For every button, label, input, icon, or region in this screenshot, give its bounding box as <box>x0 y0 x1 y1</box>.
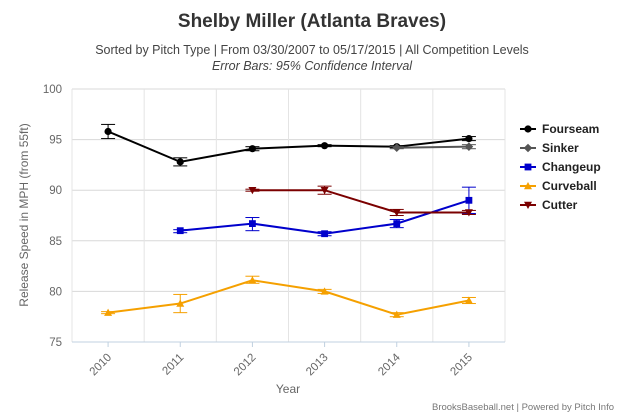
credit-text[interactable]: BrooksBaseball.net | Powered by Pitch In… <box>432 402 614 413</box>
x-tick-label: 2010 <box>88 352 115 379</box>
legend-swatch-marker <box>524 201 532 209</box>
y-axis-title: Release Speed in MPH (from 55ft) <box>17 123 31 306</box>
legend-label: Cutter <box>542 198 578 212</box>
data-point[interactable] <box>320 142 329 150</box>
legend-swatch-marker <box>524 163 532 171</box>
series-line <box>107 279 470 316</box>
data-point[interactable] <box>248 145 257 153</box>
grid-layer <box>71 88 506 343</box>
series-sinker <box>389 142 476 152</box>
y-tick-label: 90 <box>49 185 62 197</box>
data-point[interactable] <box>248 187 257 195</box>
series-line <box>252 189 469 214</box>
chart-subtitle-error-bars: Error Bars: 95% Confidence Interval <box>212 59 413 73</box>
series-line <box>396 145 469 149</box>
data-point[interactable] <box>321 230 328 238</box>
data-point[interactable] <box>465 196 473 204</box>
series-line <box>107 130 470 163</box>
series-changeup <box>173 186 476 238</box>
legend-label: Sinker <box>542 141 579 155</box>
series-curveball <box>101 275 476 318</box>
chart-title: Shelby Miller (Atlanta Braves) <box>178 11 446 32</box>
legend-item-curveball[interactable]: Curveball <box>520 179 597 193</box>
legend-item-changeup[interactable]: Changeup <box>520 160 601 174</box>
data-point[interactable] <box>104 127 112 136</box>
data-point[interactable] <box>176 158 184 166</box>
legend-label: Changeup <box>542 160 601 174</box>
x-tick-label: 2015 <box>448 352 475 379</box>
y-tick-label: 85 <box>49 236 62 248</box>
x-tick-label: 2012 <box>232 352 259 379</box>
y-tick-label: 95 <box>49 135 62 147</box>
axis-layer: 75 80 85 90 95 100 2010 2011 2012 2013 2014 2015 <box>43 84 505 378</box>
legend-item-fourseam[interactable]: Fourseam <box>520 122 599 136</box>
data-point[interactable] <box>104 308 113 316</box>
data-point[interactable] <box>249 220 256 227</box>
legend-swatch-marker <box>524 125 532 133</box>
series-layer <box>101 123 476 318</box>
data-point[interactable] <box>464 296 473 304</box>
legend-swatch-marker <box>524 182 532 190</box>
data-point[interactable] <box>464 209 473 217</box>
data-point[interactable] <box>392 143 402 152</box>
data-point[interactable] <box>320 187 329 195</box>
legend[interactable]: Fourseam Sinker Changeup Curveball Cutter <box>520 122 601 212</box>
data-point[interactable] <box>392 310 401 318</box>
data-point[interactable] <box>464 142 474 151</box>
x-tick-label: 2014 <box>376 351 403 378</box>
series-line <box>180 199 470 235</box>
chart-subtitle: Sorted by Pitch Type | From 03/30/2007 t… <box>95 43 529 57</box>
legend-label: Fourseam <box>542 122 599 136</box>
legend-item-sinker[interactable]: Sinker <box>520 141 579 155</box>
data-point[interactable] <box>248 276 257 284</box>
y-tick-label: 100 <box>43 84 62 96</box>
y-tick-label: 80 <box>49 286 62 298</box>
x-tick-label: 2013 <box>304 352 331 379</box>
legend-swatch-marker <box>523 143 533 153</box>
legend-label: Curveball <box>542 179 597 193</box>
data-point[interactable] <box>465 134 473 143</box>
data-point[interactable] <box>176 227 184 235</box>
data-point[interactable] <box>393 220 401 227</box>
x-tick-label: 2011 <box>160 352 186 378</box>
data-point[interactable] <box>176 299 185 307</box>
data-point[interactable] <box>320 287 329 295</box>
series-cutter <box>245 185 476 217</box>
x-axis-title: Year <box>276 382 300 396</box>
data-point[interactable] <box>392 209 401 217</box>
y-tick-label: 75 <box>49 337 62 349</box>
legend-item-cutter[interactable]: Cutter <box>520 198 578 212</box>
